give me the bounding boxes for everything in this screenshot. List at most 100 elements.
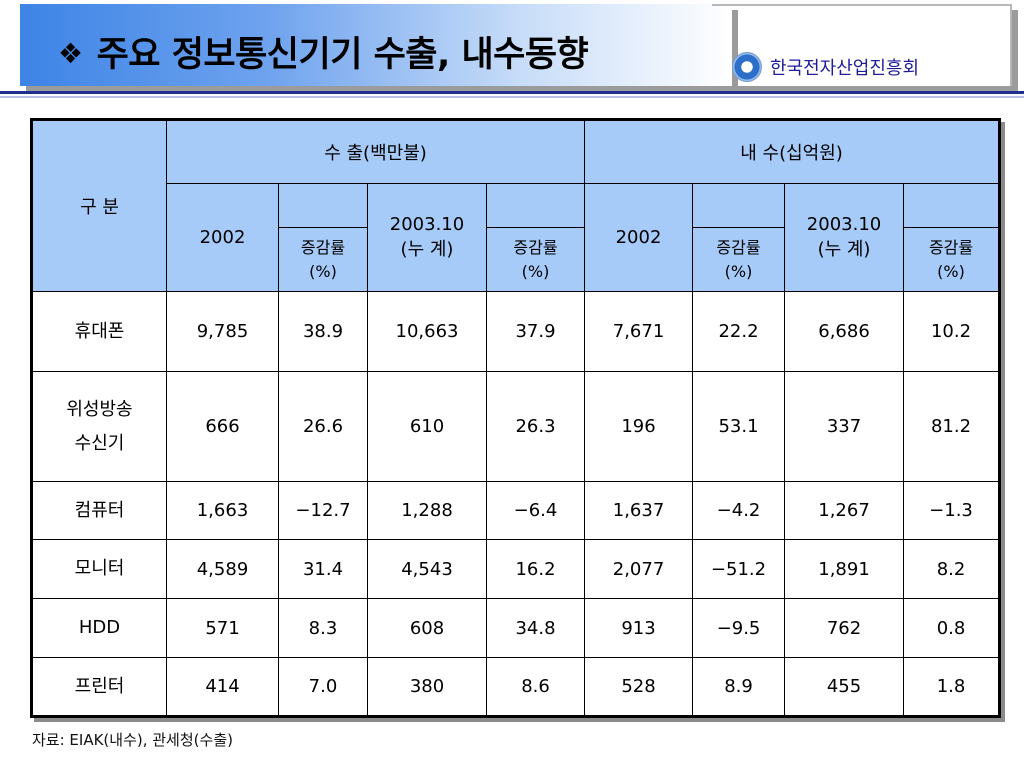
export-2003-header: 2003.10 (누 계) — [367, 183, 487, 292]
table-row: 위성방송 수신기 666 26.6 610 26.3 196 53.1 337 81.2 — [31, 371, 1001, 482]
title-frame — [712, 4, 1012, 86]
table-cell: 0.8 — [903, 598, 1001, 658]
row-label: 휴대폰 — [31, 291, 167, 372]
table-cell: 10.2 — [903, 291, 1001, 372]
domestic-2002-header: 2002 — [584, 183, 694, 292]
row-label: 컴퓨터 — [31, 481, 167, 540]
table-cell: 26.3 — [485, 371, 586, 482]
domestic-rate2-header: 증감률 (%) — [903, 227, 1001, 292]
domestic-2003-header: 2003.10 (누 계) — [784, 183, 905, 292]
row-label-line: 컴퓨터 — [74, 499, 125, 521]
table-cell: 610 — [367, 371, 487, 482]
rate-label: 증감률 — [716, 237, 761, 257]
table-cell: 53.1 — [692, 371, 786, 482]
table-cell: 762 — [784, 598, 905, 658]
domestic-2003-line2: (누 계) — [817, 239, 871, 260]
export-header: 수 출(백만불) — [165, 119, 586, 184]
header-divider-light — [0, 96, 1024, 98]
table-cell: 528 — [584, 657, 694, 717]
table-cell: 2,077 — [584, 539, 694, 599]
page-title-text: 주요 정보통신기기 수출, 내수동향 — [96, 35, 589, 75]
table-cell: 7.0 — [278, 657, 368, 717]
rate-label: 증감률 — [928, 237, 974, 257]
table-cell: 7,671 — [584, 291, 694, 372]
table-cell: 8.3 — [278, 598, 368, 658]
domestic-header: 내 수(십억원) — [584, 119, 1001, 184]
table-cell: 913 — [584, 598, 694, 658]
organization-logo-icon — [732, 52, 762, 82]
rate-unit: (%) — [724, 261, 753, 281]
organization-name: 한국전자산업진흥회 — [770, 58, 920, 79]
table-cell: −1.3 — [903, 481, 1001, 540]
table-cell: 26.6 — [278, 371, 368, 482]
row-label-line: 수신기 — [74, 432, 125, 454]
table-cell: 1,267 — [784, 481, 905, 540]
domestic-2003-line1: 2003.10 — [806, 214, 882, 235]
table-cell: 571 — [166, 598, 279, 658]
header-row-2: 2002 2003.10 (누 계) 2002 2003.10 (누 계) — [32, 183, 1001, 292]
domestic-rate-header: 증감률 (%) — [692, 227, 786, 292]
table-row: 컴퓨터 1,663 −12.7 1,288 −6.4 1,637 −4.2 1,267 −1.3 — [31, 481, 1001, 540]
table-cell: 380 — [367, 657, 487, 717]
table-cell: 81.2 — [903, 371, 1001, 482]
export-rate-spacer — [278, 183, 368, 228]
export-2003-line2: (누 계) — [400, 239, 454, 260]
header-divider — [0, 91, 1024, 94]
diamond-bullet-icon: ❖ — [58, 37, 83, 70]
organization-label: 한국전자산업진흥회 — [732, 52, 919, 82]
rate-unit: (%) — [309, 261, 337, 281]
table-cell: 9,785 — [166, 291, 279, 372]
rate-unit: (%) — [937, 261, 965, 281]
header-row-1: 구 분 수 출(백만불) 내 수(십억원) — [31, 119, 1001, 292]
table-cell: 666 — [166, 371, 279, 482]
table-row: 휴대폰 9,785 38.9 10,663 37.9 7,671 22.2 6,686 10.2 — [31, 291, 1001, 372]
table-cell: 31.4 — [278, 539, 368, 599]
export-rate-header: 증감률 (%) — [278, 227, 368, 292]
row-label: 모니터 — [31, 539, 167, 599]
export-rate2-spacer — [485, 183, 586, 228]
source-note: 자료: EIAK(내수), 관세청(수출) — [32, 731, 233, 749]
table-cell: 34.8 — [485, 598, 586, 658]
table-cell: 10,663 — [367, 291, 487, 372]
table-cell: −12.7 — [278, 481, 368, 540]
domestic-rate-spacer — [692, 183, 786, 228]
table-cell: 455 — [784, 657, 905, 717]
table-cell: 1,891 — [784, 539, 905, 599]
export-rate2-header: 증감률 (%) — [485, 227, 586, 292]
table-cell: −6.4 — [485, 481, 586, 540]
table-cell: 337 — [784, 371, 905, 482]
row-label-line: HDD — [78, 617, 121, 638]
table-cell: 414 — [166, 657, 279, 717]
row-label-line: 프린터 — [74, 675, 125, 697]
table-cell: 8.6 — [485, 657, 586, 717]
table-cell: 196 — [584, 371, 694, 482]
table-cell: −9.5 — [692, 598, 786, 658]
table-cell: 4,589 — [166, 539, 279, 599]
table-row: 모니터 4,589 31.4 4,543 16.2 2,077 −51.2 1,891 8.2 — [31, 539, 1001, 599]
page-title: ❖ 주요 정보통신기기 수출, 내수동향 — [58, 26, 589, 77]
row-label-line: 위성방송 — [66, 398, 133, 420]
table-cell: 38.9 — [278, 291, 368, 372]
table-cell: 1,663 — [166, 481, 279, 540]
table-cell: −51.2 — [692, 539, 786, 599]
table-cell: 8.9 — [692, 657, 786, 717]
row-label: HDD — [31, 598, 167, 658]
table-cell: 16.2 — [485, 539, 586, 599]
table-cell: 1,637 — [584, 481, 694, 540]
export-2003-line1: 2003.10 — [389, 214, 465, 235]
header-row-3: 증감률 (%) 증감률 (%) 증감률 (%) 증감률 (%) — [32, 227, 1001, 292]
trade-table: 구 분 수 출(백만불) 내 수(십억원) 2002 2003.10 (누 계)… — [30, 118, 1002, 718]
title-banner: ❖ 주요 정보통신기기 수출, 내수동향 — [20, 4, 732, 86]
export-2002-header: 2002 — [166, 183, 279, 292]
table-cell: 37.9 — [485, 291, 586, 372]
table-cell: 4,543 — [367, 539, 487, 599]
rate-label: 증감률 — [300, 237, 346, 257]
row-label: 프린터 — [31, 657, 167, 717]
table-cell: 1.8 — [903, 657, 1001, 717]
rate-label: 증감률 — [513, 237, 558, 257]
row-label-line: 모니터 — [74, 558, 125, 579]
table-cell: 22.2 — [692, 291, 786, 372]
table-cell: 608 — [367, 598, 487, 658]
rate-unit: (%) — [521, 261, 550, 281]
